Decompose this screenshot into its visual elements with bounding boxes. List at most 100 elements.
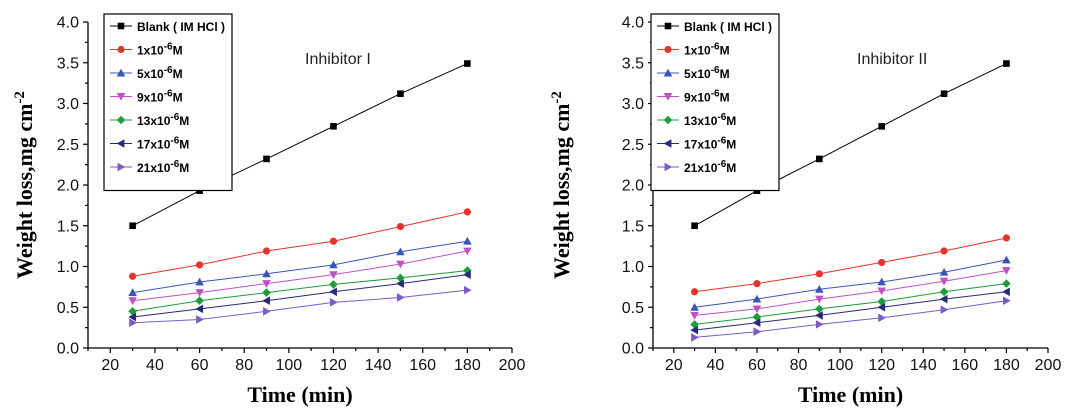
data-point <box>262 288 271 297</box>
data-point <box>939 277 949 286</box>
series-line <box>694 259 1007 308</box>
data-point <box>262 296 270 306</box>
x-tick-label: 20 <box>665 357 683 374</box>
data-point <box>196 315 204 324</box>
series-line <box>694 283 1007 325</box>
data-point <box>128 288 137 297</box>
data-point <box>690 325 699 335</box>
legend-entry-unit: M <box>173 67 183 81</box>
data-point <box>463 247 472 256</box>
data-point <box>1002 287 1010 297</box>
data-point <box>463 236 472 245</box>
data-point <box>463 266 472 275</box>
legend-entry-superscript: -6 <box>164 89 173 100</box>
y-tick-label: 4.0 <box>57 15 79 32</box>
legend-entry-unit: M <box>726 138 736 152</box>
y-tick-label: 3.0 <box>622 96 644 113</box>
legend-entry-superscript: -6 <box>170 136 179 147</box>
data-point <box>939 294 948 304</box>
y-tick-label: 3.5 <box>57 55 79 72</box>
x-tick-label: 80 <box>790 357 808 374</box>
legend-marker <box>664 45 672 54</box>
legend-entry-unit: M <box>726 161 736 175</box>
legend-entry-unit: M <box>179 114 189 128</box>
series-line <box>132 270 468 312</box>
x-tick-label: 140 <box>365 357 392 374</box>
data-point <box>753 280 761 288</box>
y-axis-title-superscript: -2 <box>12 91 28 104</box>
legend-entry-superscript: -6 <box>717 159 726 170</box>
legend-entry-name: 13x10 <box>684 114 718 128</box>
y-tick-label: 0.5 <box>57 300 79 317</box>
data-point <box>691 222 698 230</box>
data-point <box>128 297 137 306</box>
y-axis-title: Weight loss,mg cm-2 <box>12 91 37 279</box>
data-point <box>397 90 404 98</box>
data-point <box>195 261 204 269</box>
data-point <box>878 258 886 267</box>
series-line <box>694 63 1007 227</box>
legend-marker <box>116 93 126 101</box>
x-tick-label: 140 <box>910 357 937 374</box>
series-6 <box>129 285 472 328</box>
legend-entry: 21x10-6M <box>137 159 189 175</box>
series-4 <box>690 279 1011 329</box>
data-point <box>128 307 137 316</box>
data-point <box>330 123 337 130</box>
x-tick-label: 20 <box>101 357 119 374</box>
data-point <box>1002 234 1011 242</box>
legend-entry-superscript: -6 <box>717 136 726 147</box>
legend-entry-name: 5x10 <box>684 67 711 81</box>
data-point <box>329 287 337 297</box>
data-point <box>396 279 404 288</box>
data-point <box>463 208 471 216</box>
y-tick-label: 1.0 <box>622 259 644 276</box>
data-point <box>690 311 699 320</box>
chart-panel-inhibitor-1: 20 40 60 80 100 120 140 160 180 200 0.0 0.5 1.0 1.5 2.… <box>12 13 526 407</box>
legend-marker <box>117 45 125 54</box>
data-point <box>1003 60 1010 67</box>
legend-entry: 17x10-6M <box>684 136 736 152</box>
y-axis-title: Weight loss,mg cm-2 <box>549 91 574 279</box>
data-point <box>330 298 338 307</box>
series-4 <box>128 266 472 316</box>
series-1 <box>690 234 1011 296</box>
x-tick-label: 40 <box>706 357 724 374</box>
data-point <box>129 222 136 230</box>
data-point <box>396 222 405 231</box>
chart-panel-inhibitor-2: 20 40 60 80 100 120 140 160 180 200 0.0 0.5 1.0 1.5 2.… <box>549 13 1062 407</box>
legend-entry-superscript: -6 <box>170 159 179 170</box>
data-point <box>329 280 338 289</box>
legend-entry: 1x10-6M <box>684 42 730 58</box>
series-line <box>132 289 468 324</box>
data-point <box>815 311 823 320</box>
y-axis-title-superscript: -2 <box>549 91 565 104</box>
legend: Blank ( IM HCl )1x10-6M5x10-6M9x10-6M13x… <box>103 13 233 192</box>
data-point <box>1002 255 1011 264</box>
series-line <box>132 240 468 294</box>
data-point <box>940 247 948 255</box>
x-tick-label: 200 <box>499 357 526 374</box>
legend-entry-unit: M <box>720 67 730 81</box>
legend-entry-superscript: -6 <box>164 42 173 53</box>
series-6 <box>691 296 1011 342</box>
y-axis-title-text: Weight loss,mg cm <box>549 104 574 279</box>
legend-entry: 13x10-6M <box>137 112 189 128</box>
legend-marker <box>663 115 673 125</box>
legend-entry-unit: M <box>173 91 183 105</box>
legend-entry: 1x10-6M <box>137 42 183 58</box>
data-point <box>815 304 824 314</box>
series-line <box>132 63 468 227</box>
series-line <box>132 274 468 318</box>
x-tick-label: 200 <box>1035 357 1062 374</box>
x-axis-title: Time (min) <box>247 382 352 407</box>
legend-entry-superscript: -6 <box>717 112 726 123</box>
y-tick-label: 3.0 <box>57 96 79 113</box>
data-point <box>815 285 824 293</box>
legend-marker <box>663 68 673 77</box>
series-line <box>132 211 468 277</box>
legend-entry-superscript: -6 <box>711 65 720 76</box>
legend-entry-unit: M <box>173 44 183 58</box>
data-point <box>329 260 338 269</box>
series-5 <box>690 287 1010 335</box>
